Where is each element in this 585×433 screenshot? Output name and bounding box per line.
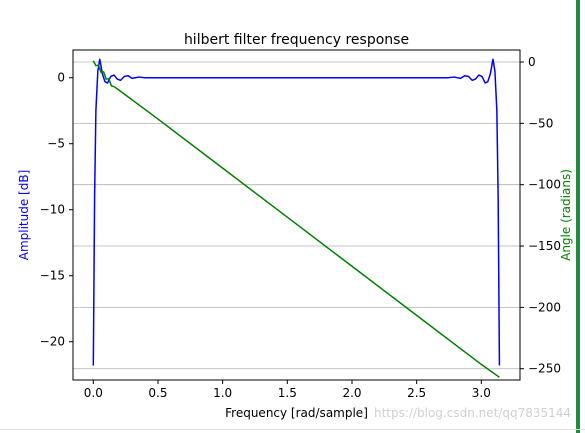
y-right-tick-label: −150	[528, 239, 561, 253]
y-left-tick-label: −10	[40, 203, 65, 217]
amplitude-line	[92, 58, 501, 366]
x-tick-label: 0.5	[148, 386, 167, 400]
x-tick-label: 3.0	[472, 386, 491, 400]
chart-title: hilbert filter frequency response	[184, 32, 409, 48]
y-left-tick-label: −5	[47, 137, 65, 151]
page-bottom-divider	[0, 429, 585, 430]
y-axis-label-left: Amplitude [dB]	[17, 170, 31, 261]
y-axis-label-right: Angle (radians)	[559, 169, 573, 261]
x-tick-label: 2.5	[407, 386, 426, 400]
x-tick-label: 0.0	[84, 386, 103, 400]
y-left-tick-label: 0	[57, 71, 65, 85]
series-layer	[92, 58, 501, 378]
y-right-tick-label: −200	[528, 300, 561, 314]
x-axis-label: Frequency [rad/sample]	[225, 406, 368, 420]
tick-layer: 0.0 0.5 1.0 1.5 2.0 2.5 3.00−5−10−15−200−50−10…	[40, 55, 561, 400]
y-left-tick-label: −15	[40, 269, 65, 283]
y-right-tick-label: −100	[528, 178, 561, 192]
angle-line	[92, 60, 500, 378]
y-left-tick-label: −20	[40, 335, 65, 349]
y-right-tick-label: −250	[528, 362, 561, 376]
y-right-tick-label: 0	[528, 55, 536, 69]
y-right-tick-label: −50	[528, 116, 553, 130]
page-edge-bar	[576, 0, 580, 433]
x-tick-label: 2.0	[342, 386, 361, 400]
watermark-text: https://blog.csdn.net/qq7835144	[374, 406, 571, 420]
x-tick-label: 1.5	[278, 386, 297, 400]
x-tick-label: 1.0	[213, 386, 232, 400]
axes-frame	[72, 49, 521, 381]
grid-lines	[73, 61, 520, 370]
